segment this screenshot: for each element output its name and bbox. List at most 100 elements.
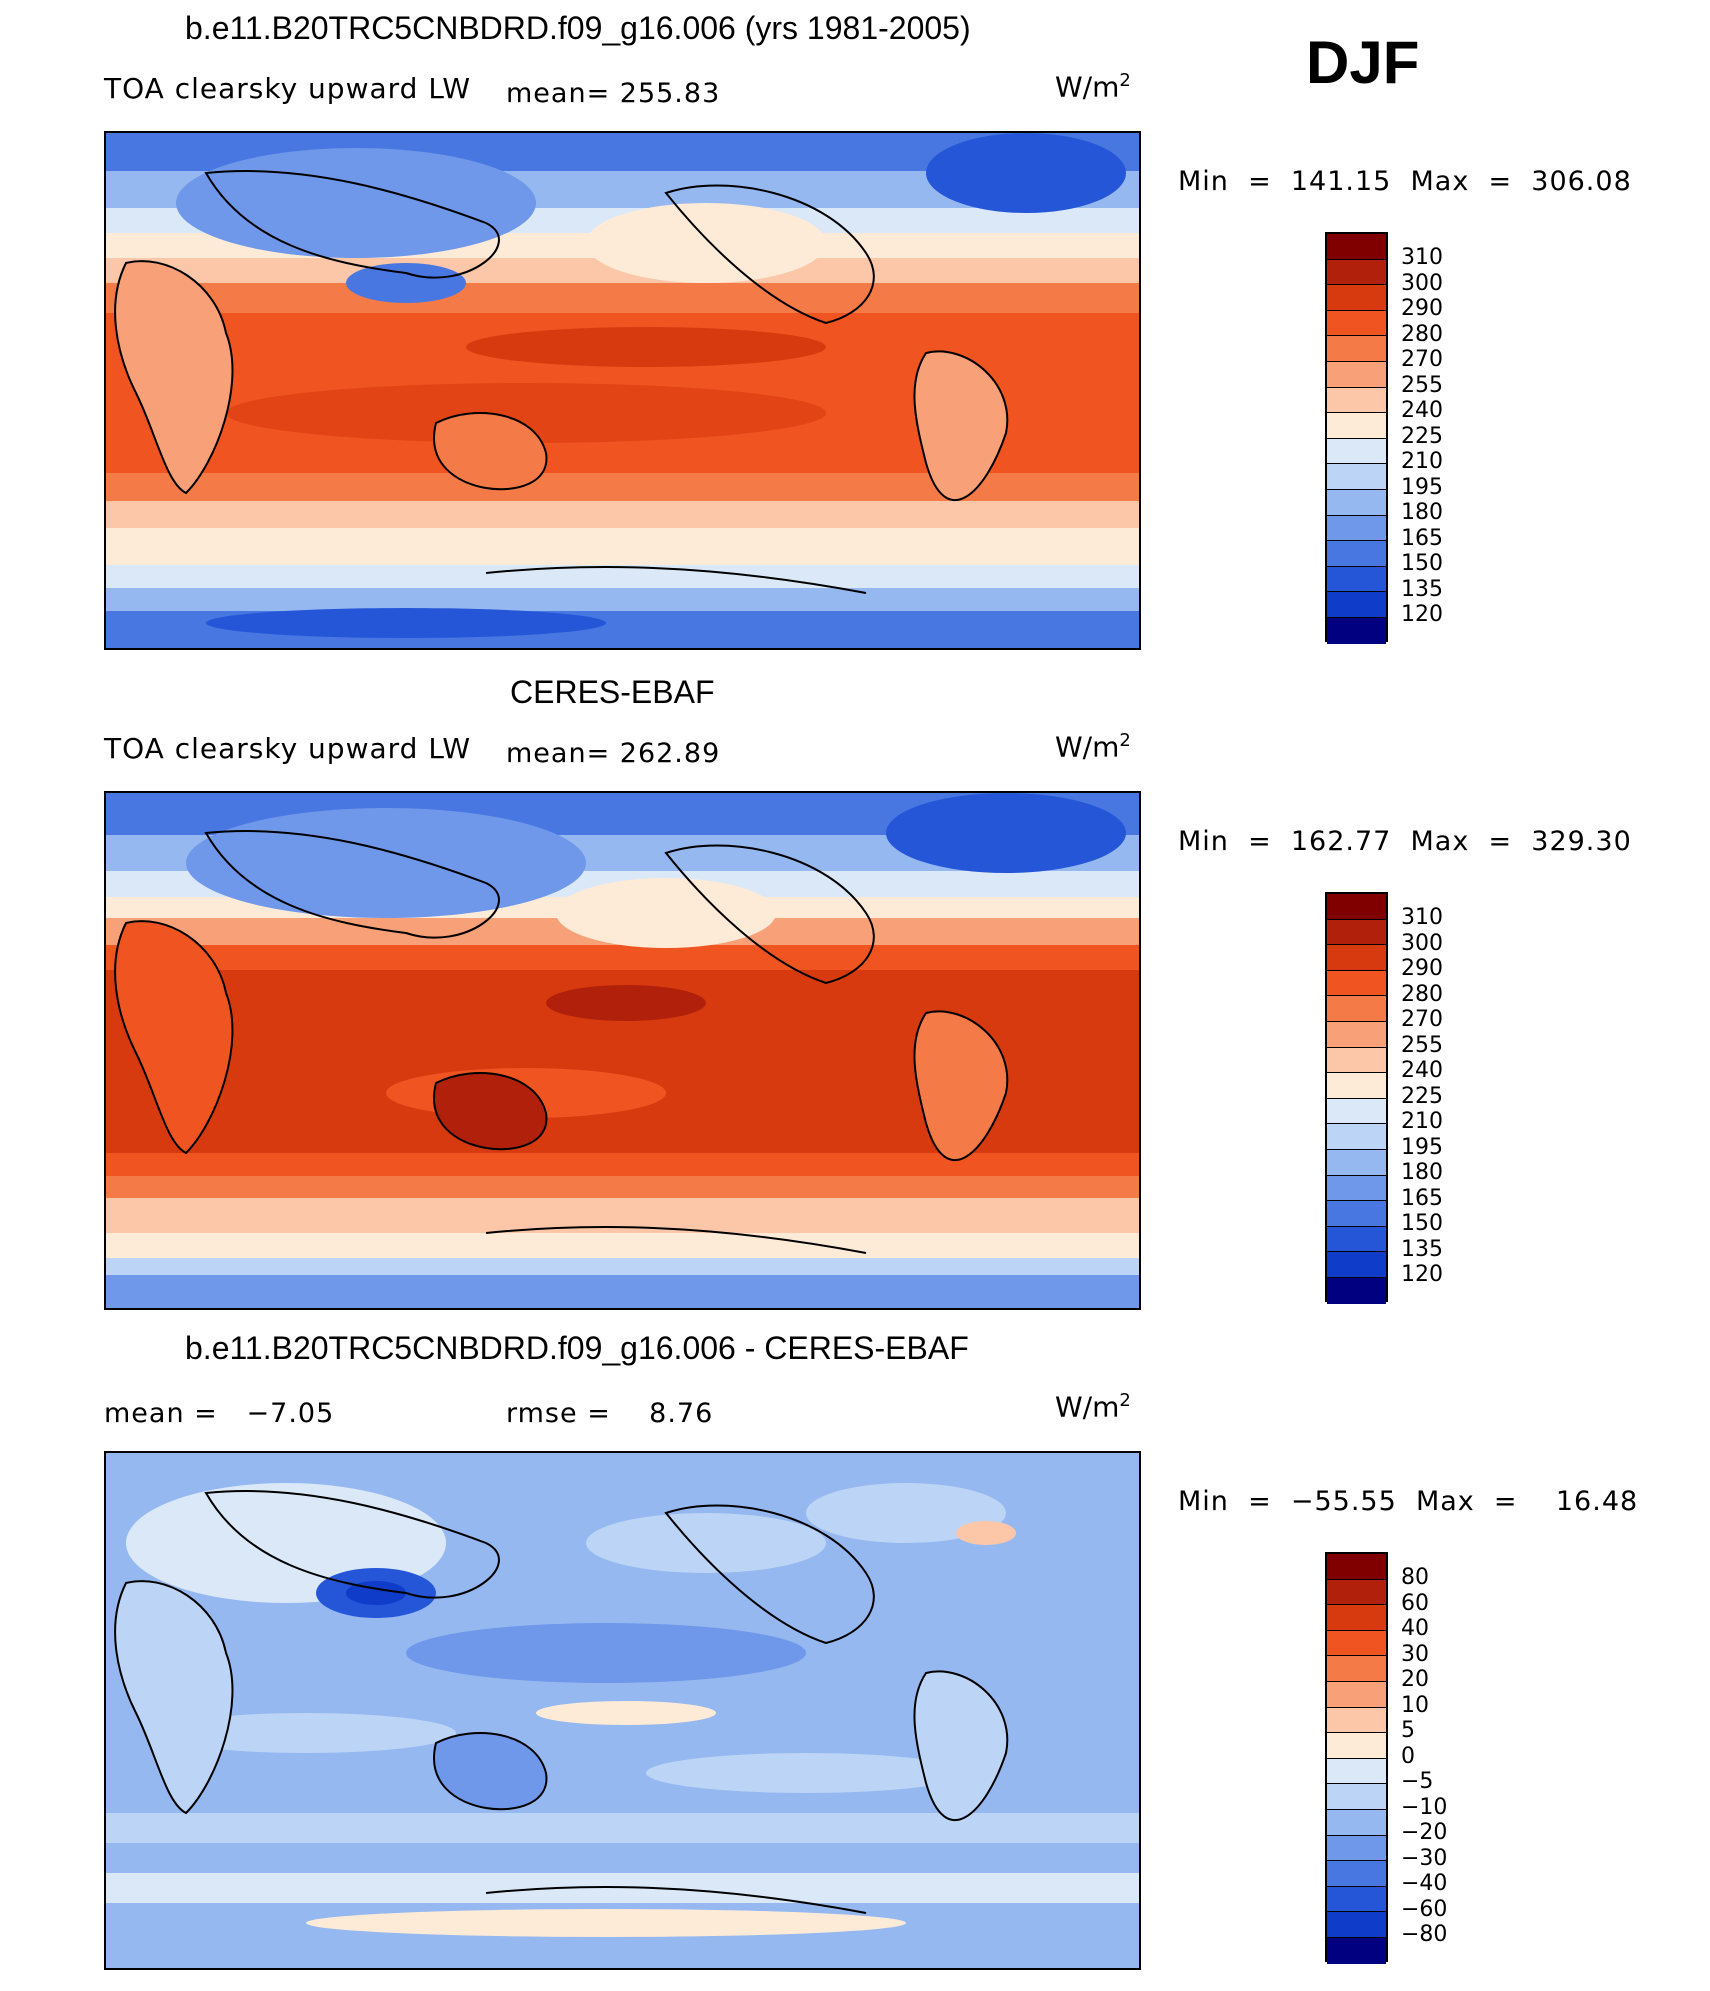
- panel2-colorbar-cell: [1327, 1252, 1386, 1278]
- colorbar-label: −30: [1401, 1845, 1448, 1871]
- colorbar-label: −40: [1401, 1871, 1448, 1896]
- colorbar-label: 10: [1401, 1692, 1429, 1718]
- colorbar-label: 40: [1401, 1616, 1429, 1641]
- panel2-colorbar-cell: [1327, 945, 1386, 971]
- panel2-colorbar-cell: [1327, 1047, 1386, 1074]
- panel2-colorbar-cell: [1327, 1175, 1386, 1202]
- panel2-colorbar-cell: [1327, 1073, 1386, 1099]
- colorbar-label: 270: [1401, 347, 1443, 372]
- panel1-mean: mean= 255.83: [506, 78, 721, 109]
- season-label: DJF: [1306, 29, 1420, 96]
- colorbar-label: 240: [1401, 398, 1443, 423]
- panel2-colorbar-cell: [1327, 1149, 1386, 1176]
- panel1-units-base: W/m: [1055, 70, 1120, 104]
- panel1-units: W/m2: [1055, 70, 1131, 103]
- panel2-colorbar-cell: [1327, 996, 1386, 1022]
- panel2-range: Min = 162.77 Max = 329.30: [1178, 826, 1632, 857]
- colorbar-label: −20: [1401, 1820, 1448, 1845]
- panel2-colorbar-cell: [1327, 894, 1386, 920]
- panel1-colorbar-cell: [1327, 541, 1386, 567]
- colorbar-label: 255: [1401, 372, 1443, 398]
- panel3-rmse: rmse = 8.76: [506, 1398, 714, 1429]
- colorbar-label: 310: [1401, 905, 1443, 930]
- colorbar-label: 150: [1401, 551, 1443, 576]
- colorbar-label: 210: [1401, 449, 1443, 474]
- colorbar-label: 20: [1401, 1667, 1429, 1692]
- panel1-colorbar-cell: [1327, 285, 1386, 311]
- panel1-colorbar-cell: [1327, 566, 1386, 593]
- panel3-colorbar-cell: [1327, 1681, 1386, 1708]
- panel2-colorbar-cell: [1327, 1226, 1386, 1253]
- colorbar-label: 280: [1401, 321, 1443, 347]
- colorbar-label: 180: [1401, 1160, 1443, 1185]
- colorbar-label: 290: [1401, 956, 1443, 981]
- colorbar-label: 310: [1401, 245, 1443, 270]
- colorbar-label: 135: [1401, 1236, 1443, 1262]
- colorbar-label: 80: [1401, 1565, 1429, 1590]
- colorbar-label: 165: [1401, 1185, 1443, 1211]
- panel2-colorbar-cell: [1327, 919, 1386, 946]
- panel2-units: W/m2: [1055, 730, 1131, 763]
- panel1-colorbar-cell: [1327, 617, 1386, 644]
- panel2-colorbar-cell: [1327, 1277, 1386, 1304]
- colorbar-label: −10: [1401, 1794, 1448, 1820]
- panel3-units: W/m2: [1055, 1390, 1131, 1423]
- colorbar-label: 210: [1401, 1109, 1443, 1134]
- panel1-colorbar-cell: [1327, 387, 1386, 414]
- panel3-units-base: W/m: [1055, 1390, 1120, 1424]
- panel1-colorbar-cell: [1327, 592, 1386, 618]
- panel3-title: b.e11.B20TRC5CNBDRD.f09_g16.006 - CERES-…: [185, 1330, 969, 1366]
- panel1-units-exp: 2: [1119, 70, 1131, 91]
- colorbar-label: 195: [1401, 1134, 1443, 1160]
- panel3-colorbar-cell: [1327, 1886, 1386, 1913]
- panel1-map: [104, 131, 1141, 650]
- panel2-variable: TOA clearsky upward LW: [104, 732, 472, 765]
- panel2-mean: mean= 262.89: [506, 738, 721, 769]
- panel1-colorbar-cell: [1327, 438, 1386, 465]
- panel3-colorbar-cell: [1327, 1733, 1386, 1759]
- colorbar-label: 135: [1401, 576, 1443, 602]
- colorbar-label: 300: [1401, 270, 1443, 296]
- panel3-colorbar-cell: [1327, 1937, 1386, 1964]
- panel1-variable: TOA clearsky upward LW: [104, 72, 472, 105]
- colorbar-label: 180: [1401, 500, 1443, 525]
- panel3-colorbar-cell: [1327, 1784, 1386, 1810]
- panel1-colorbar-cell: [1327, 310, 1386, 337]
- panel2-units-exp: 2: [1119, 730, 1131, 751]
- panel1-map-field: [106, 133, 1139, 648]
- colorbar-label: 195: [1401, 474, 1443, 500]
- panel2-map: [104, 791, 1141, 1310]
- panel3-colorbar-cell: [1327, 1835, 1386, 1862]
- colorbar-label: 0: [1401, 1743, 1415, 1769]
- colorbar-label: 290: [1401, 296, 1443, 321]
- colorbar-label: 150: [1401, 1211, 1443, 1236]
- panel1-colorbar: [1325, 232, 1388, 644]
- colorbar-label: 120: [1401, 1262, 1443, 1287]
- panel1-colorbar-cell: [1327, 336, 1386, 362]
- colorbar-label: 280: [1401, 981, 1443, 1007]
- panel3-colorbar-cell: [1327, 1861, 1386, 1887]
- colorbar-label: −80: [1401, 1922, 1448, 1947]
- colorbar-label: 165: [1401, 525, 1443, 551]
- panel3-colorbar-cell: [1327, 1758, 1386, 1785]
- colorbar-label: 270: [1401, 1007, 1443, 1032]
- colorbar-label: −5: [1401, 1769, 1434, 1794]
- panel3-colorbar: [1325, 1552, 1388, 1964]
- panel2-colorbar-cell: [1327, 1021, 1386, 1048]
- colorbar-label: 30: [1401, 1641, 1429, 1667]
- colorbar-label: 120: [1401, 602, 1443, 627]
- colorbar-label: −60: [1401, 1896, 1448, 1922]
- panel2-colorbar-labels: 310 300 290 280 270 255 240 225 210 195 …: [1401, 905, 1443, 1288]
- panel1-colorbar-cell: [1327, 515, 1386, 542]
- colorbar-label: 240: [1401, 1058, 1443, 1083]
- panel3-colorbar-cell: [1327, 1656, 1386, 1682]
- panel2-colorbar-cell: [1327, 1201, 1386, 1227]
- panel1-colorbar-cell: [1327, 234, 1386, 260]
- colorbar-label: 60: [1401, 1590, 1429, 1616]
- panel1-colorbar-cell: [1327, 464, 1386, 490]
- panel3-colorbar-cell: [1327, 1554, 1386, 1580]
- panel2-units-base: W/m: [1055, 730, 1120, 764]
- panel3-colorbar-cell: [1327, 1579, 1386, 1606]
- panel3-map-field: [106, 1453, 1139, 1968]
- panel3-colorbar-cell: [1327, 1605, 1386, 1631]
